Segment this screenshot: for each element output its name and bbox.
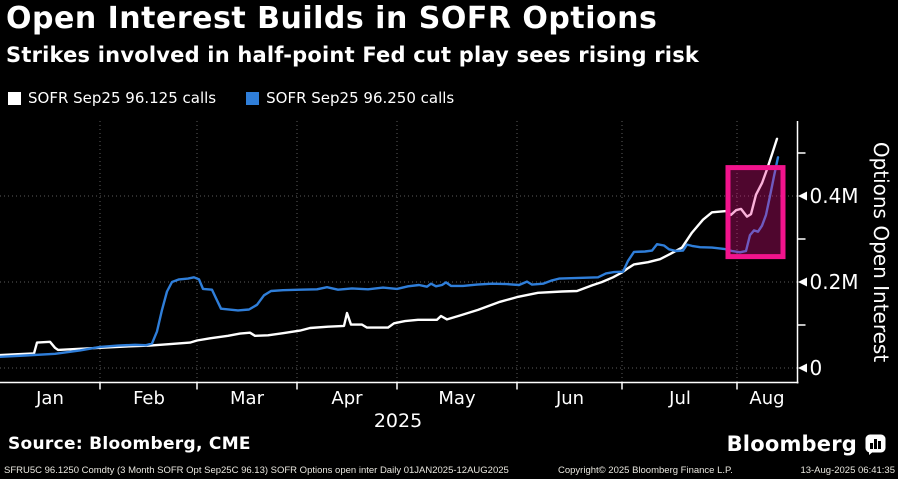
legend-item-96250-calls[interactable]: SOFR Sep25 96.250 calls [246,89,454,107]
footer-strip: SFRU5C 96.1250 Comdty (3 Month SOFR Opt … [0,462,898,478]
legend-label: SOFR Sep25 96.250 calls [266,89,455,107]
x-tick-label-may: May [438,388,476,409]
footer-security-info: SFRU5C 96.1250 Comdty (3 Month SOFR Opt … [4,465,509,476]
x-tick-label-aug: Aug [749,388,784,409]
y-tick-arrow-icon [798,191,807,201]
axis-labels: 2025 Options Open Interest Jan Feb Mar Apr M… [35,142,893,432]
bloomberg-brand: Bloomberg [727,432,886,456]
x-axis-year-label: 2025 [374,410,422,432]
legend-swatch-blue-icon [246,91,260,105]
legend-item-96125-calls[interactable]: SOFR Sep25 96.125 calls [8,89,216,107]
legend-swatch-white-icon [8,91,21,105]
footer-timestamp: 13-Aug-2025 06:41:35 [800,465,895,476]
y-tick-label: 0.2M [810,270,859,294]
axes [0,121,807,390]
gridlines [0,121,798,383]
x-tick-label-mar: Mar [230,388,265,409]
x-tick-label-feb: Feb [133,388,165,409]
y-tick-arrow-icon [798,363,807,373]
y-axis-title: Options Open Interest [869,142,893,363]
x-tick-label-apr: Apr [331,388,363,409]
bloomberg-chart-icon [865,434,886,455]
y-tick-label: 0.4M [810,184,859,208]
bloomberg-logo-text: Bloomberg [726,432,857,456]
series-line-96250 [0,156,780,358]
series-lines [0,137,780,358]
page-subtitle: Strikes involved in half-point Fed cut p… [6,43,700,67]
x-tick-label-jul: Jul [668,388,691,409]
highlight-box [725,165,786,260]
y-tick-arrow-icon [798,277,807,287]
chart-legend: SOFR Sep25 96.125 calls SOFR Sep25 96.25… [8,89,454,107]
series-line-96125 [0,137,779,357]
x-tick-label-jun: Jun [555,388,584,409]
y-tick-label: 0 [810,356,823,380]
legend-label: SOFR Sep25 96.125 calls [28,89,217,107]
footer-copyright: Copyright© 2025 Bloomberg Finance L.P. [558,465,733,476]
source-line: Source: Bloomberg, CME [8,434,251,454]
page-title: Open Interest Builds in SOFR Options [6,1,658,36]
x-tick-label-jan: Jan [35,388,64,409]
highlight-rectangle [725,165,786,260]
